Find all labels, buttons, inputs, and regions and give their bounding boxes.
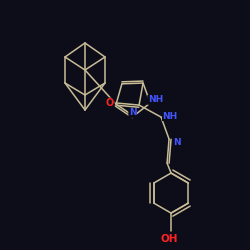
Text: NH: NH xyxy=(162,112,178,120)
Text: N: N xyxy=(173,138,181,146)
Text: NH: NH xyxy=(148,96,163,104)
Text: OH: OH xyxy=(160,234,178,244)
Text: N: N xyxy=(129,108,136,118)
Text: O: O xyxy=(106,98,114,108)
